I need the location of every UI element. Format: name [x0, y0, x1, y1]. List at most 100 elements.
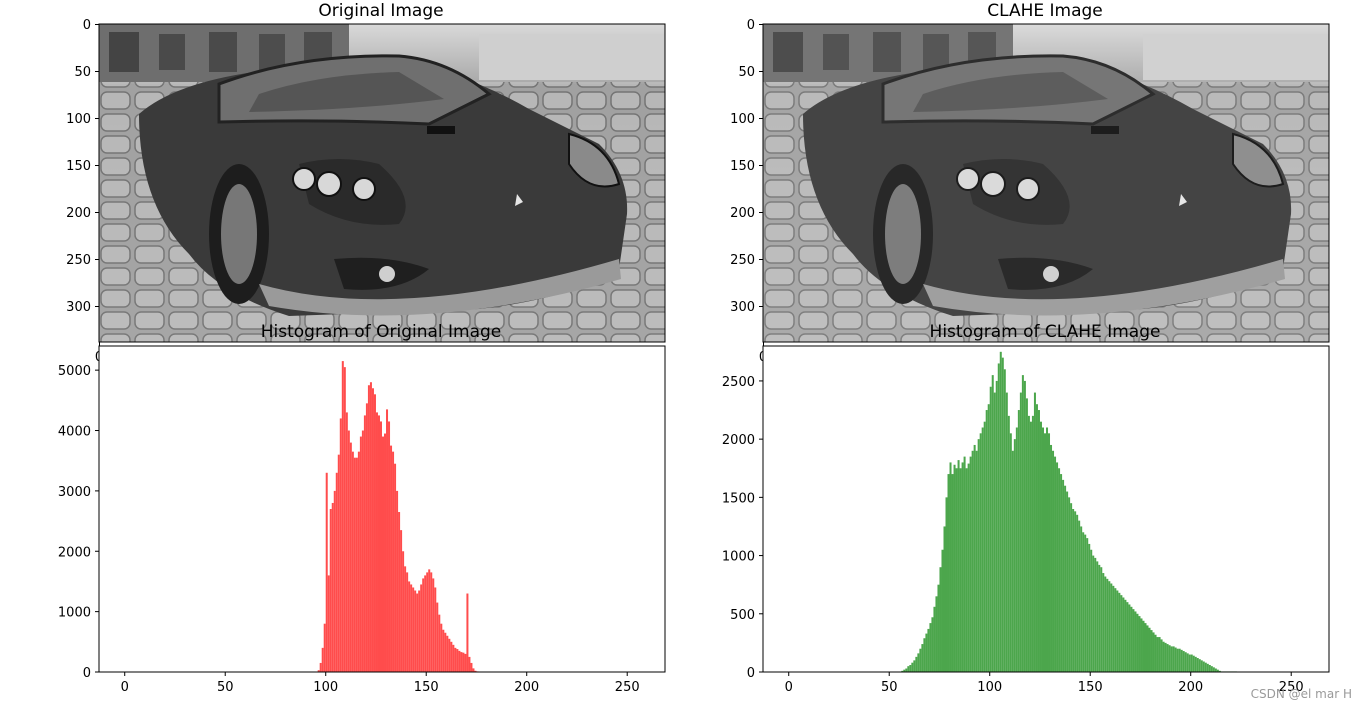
histogram-bar: [472, 668, 475, 672]
histogram-bar: [428, 569, 431, 672]
histogram-bar: [1015, 427, 1018, 672]
histogram-bar: [1170, 646, 1173, 672]
histogram-bar: [369, 382, 372, 672]
histogram-bar: [420, 584, 423, 672]
ytick-label: 100: [730, 112, 755, 127]
histogram-bar: [402, 551, 405, 672]
histogram-bar: [1194, 656, 1197, 672]
histogram-bar: [983, 421, 986, 672]
histogram-bar: [470, 662, 473, 672]
histogram-bar: [957, 460, 960, 672]
ytick-label: 4000: [58, 425, 91, 440]
histogram-bar: [1074, 511, 1077, 672]
histogram-bar: [430, 572, 433, 672]
histogram-bar: [919, 648, 922, 672]
histogram-bar: [1196, 658, 1199, 672]
histogram-bar: [917, 653, 920, 672]
histogram-bar: [458, 650, 461, 672]
histogram-bar: [1046, 427, 1049, 672]
histogram-bar: [404, 566, 407, 672]
histogram-bar: [434, 587, 437, 672]
histogram-bar: [466, 593, 469, 672]
histogram-bar: [1210, 666, 1213, 672]
original-image-yaxis: 0 50 100 150 200 250 300: [66, 18, 99, 315]
histogram-bar: [935, 596, 938, 672]
histogram-bar: [1094, 557, 1097, 672]
histogram-bar: [973, 444, 976, 672]
ytick-label: 0: [83, 18, 91, 33]
histogram-bar: [1050, 444, 1053, 672]
histogram-bar: [941, 549, 944, 672]
original-histogram-bars: [317, 361, 489, 672]
histogram-bar: [1110, 583, 1113, 672]
histogram-bar: [1114, 588, 1117, 672]
histogram-bar: [1056, 462, 1059, 672]
histogram-bar: [1013, 439, 1016, 672]
histogram-bar: [456, 649, 459, 672]
histogram-bar: [446, 635, 449, 672]
histogram-bar: [967, 463, 970, 672]
histogram-bar: [1001, 357, 1004, 672]
histogram-bar: [909, 665, 912, 672]
histogram-bar: [337, 454, 340, 672]
histogram-bar: [351, 451, 354, 672]
histogram-bar: [440, 623, 443, 672]
histogram-bar: [1058, 468, 1061, 672]
histogram-bar: [1200, 660, 1203, 672]
histogram-bar: [396, 490, 399, 672]
histogram-bar: [945, 497, 948, 672]
histogram-bar: [1218, 670, 1221, 672]
histogram-bar: [375, 412, 378, 672]
histogram-bar: [1176, 648, 1179, 672]
original-image-frame: [98, 23, 666, 343]
histogram-bar: [1017, 410, 1020, 672]
histogram-bar: [1206, 663, 1209, 672]
histogram-bar: [1098, 564, 1101, 672]
histogram-bar: [933, 606, 936, 672]
xtick-label: 0: [785, 680, 793, 695]
original-image-panel: Original Image 0 50 100 150 200 250 300 …: [66, 1, 667, 365]
ytick-label: 500: [730, 608, 755, 623]
ytick-label: 300: [66, 300, 91, 315]
histogram-bar: [444, 632, 447, 672]
histogram-bar: [951, 474, 954, 672]
xtick-label: 100: [313, 680, 338, 695]
histogram-bar: [1138, 616, 1141, 672]
ytick-label: 200: [66, 206, 91, 221]
ytick-label: 100: [66, 112, 91, 127]
clahe-image-yaxis: 0 50 100 150 200 250 300: [730, 18, 763, 315]
histogram-bar: [1190, 654, 1193, 672]
histogram-bar: [325, 472, 328, 672]
histogram-bar: [1154, 634, 1157, 672]
histogram-bar: [1174, 647, 1177, 672]
histogram-bar: [1184, 652, 1187, 672]
clahe-histogram-panel: Histogram of CLAHE Image 0 50 100 150 200 250…: [722, 322, 1330, 695]
ytick-label: 50: [738, 65, 755, 80]
histogram-bar: [365, 403, 368, 672]
histogram-bar: [1212, 667, 1215, 672]
histogram-bar: [426, 572, 429, 672]
xtick-label: 200: [514, 680, 539, 695]
histogram-bar: [1088, 543, 1091, 672]
histogram-bar: [1116, 590, 1119, 672]
ytick-label: 0: [83, 666, 91, 681]
histogram-bar: [384, 433, 387, 672]
histogram-bar: [969, 456, 972, 672]
histogram-bar: [937, 584, 940, 672]
histogram-bar: [1072, 509, 1075, 672]
ytick-label: 300: [730, 300, 755, 315]
clahe-histogram-frame: [762, 345, 1330, 673]
histogram-bar: [989, 386, 992, 672]
ytick-label: 200: [730, 206, 755, 221]
histogram-bar: [977, 439, 980, 672]
histogram-bar: [1192, 655, 1195, 672]
histogram-bar: [335, 472, 338, 672]
histogram-bar: [1118, 592, 1121, 672]
histogram-bar: [1202, 661, 1205, 672]
histogram-bar: [1066, 491, 1069, 672]
histogram-bar: [1092, 555, 1095, 672]
histogram-bar: [1178, 648, 1181, 672]
histogram-bar: [947, 474, 950, 672]
histogram-bar: [961, 462, 964, 672]
histogram-bar: [1162, 641, 1165, 672]
